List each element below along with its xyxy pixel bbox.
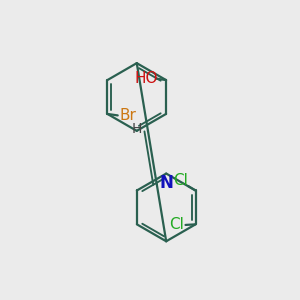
Text: Cl: Cl (173, 173, 188, 188)
Text: N: N (159, 174, 173, 192)
Text: Cl: Cl (169, 218, 184, 232)
Text: H: H (132, 122, 142, 136)
Text: HO: HO (135, 71, 158, 86)
Text: Br: Br (119, 108, 136, 123)
